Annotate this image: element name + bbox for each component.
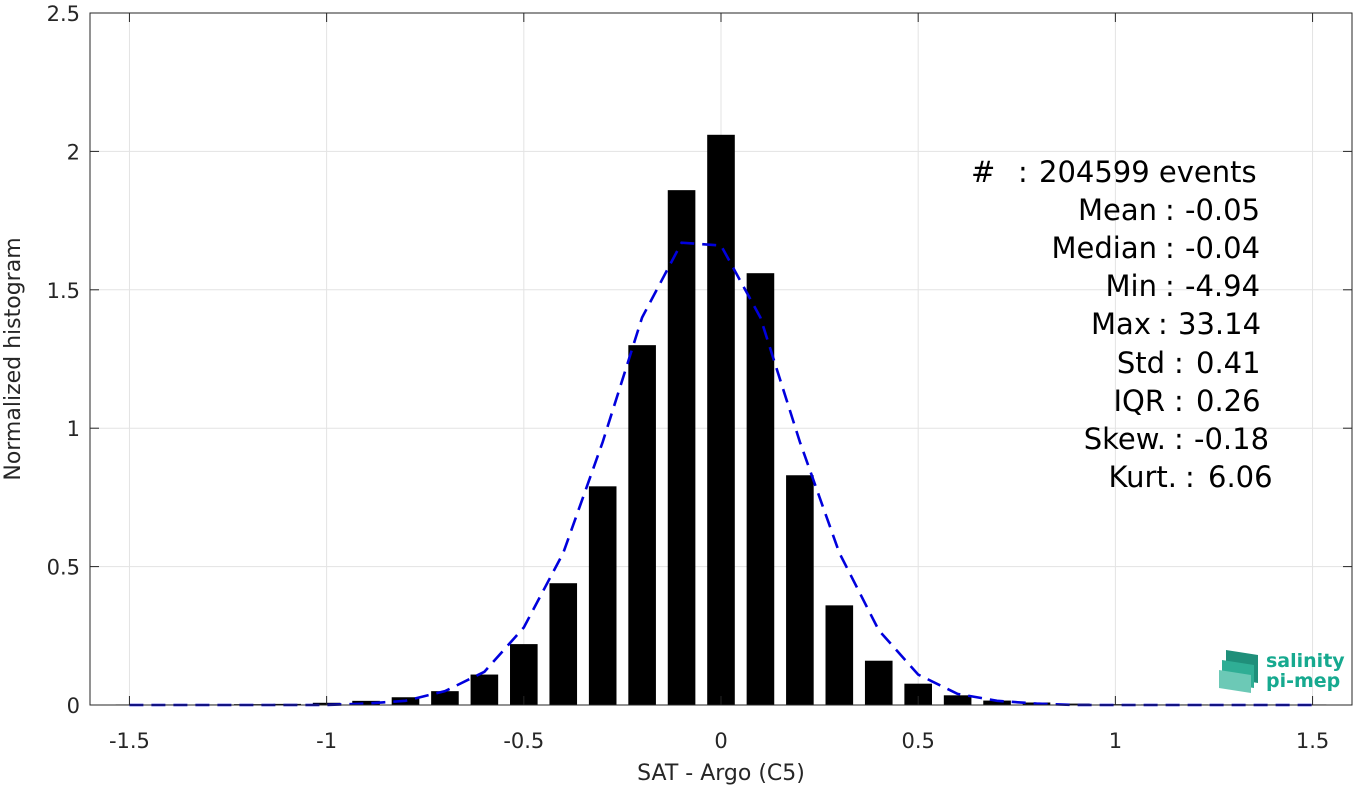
stat-count-value: 204599 events	[1039, 155, 1257, 189]
histogram-bar	[1062, 703, 1090, 705]
stat-std-label: Std	[1117, 346, 1165, 380]
histogram-bar	[667, 190, 696, 706]
y-tick-label: 0.5	[47, 556, 80, 580]
x-axis-ticks: -1.5 -1 -0.5 0 0.5 1 1.5	[109, 13, 1329, 753]
histogram-bar	[588, 486, 617, 705]
histogram-bar	[510, 644, 538, 705]
stat-min-value: -4.94	[1185, 269, 1260, 303]
logo-line-pi-mep: pi-mep	[1266, 670, 1340, 692]
histogram-bar	[904, 683, 932, 705]
histogram-bar	[431, 691, 459, 705]
stat-median-value: -0.04	[1185, 231, 1260, 265]
x-axis-label: SAT - Argo (C5)	[637, 761, 805, 786]
stat-median-label: Median	[1052, 231, 1157, 265]
y-tick-label: 0	[67, 694, 80, 718]
y-tick-label: 2	[67, 140, 80, 164]
stats-box: # : 204599 events Mean : -0.05 Median : …	[971, 155, 1273, 494]
x-tick-label: -1	[316, 729, 337, 753]
stat-mean-label: Mean	[1078, 193, 1157, 227]
histogram-bar	[864, 660, 893, 705]
y-tick-label: 2.5	[47, 2, 80, 26]
x-tick-label: 0.5	[901, 729, 934, 753]
x-tick-label: -0.5	[503, 729, 544, 753]
histogram-bar	[470, 674, 499, 705]
stat-mean-sep: :	[1165, 193, 1175, 227]
stat-count-sep: :	[1018, 155, 1028, 189]
stat-max-label: Max	[1091, 307, 1151, 341]
stat-iqr-sep: :	[1174, 384, 1184, 418]
stat-skew-label: Skew.	[1084, 422, 1166, 456]
y-tick-label: 1	[67, 417, 80, 441]
y-axis-label: Normalized histogram	[1, 237, 26, 480]
x-tick-label: 1.5	[1296, 729, 1329, 753]
histogram-bar	[943, 695, 972, 705]
stat-min-sep: :	[1165, 269, 1175, 303]
histogram-bar	[628, 345, 656, 705]
stat-skew-sep: :	[1174, 422, 1184, 456]
histogram-bar	[707, 134, 735, 706]
stat-count-hash: #	[971, 155, 995, 189]
stat-std-sep: :	[1174, 346, 1184, 380]
stat-max-sep: :	[1158, 307, 1168, 341]
stat-mean-value: -0.05	[1185, 193, 1260, 227]
histogram-bar	[352, 700, 380, 705]
histogram-bar	[786, 475, 814, 705]
stat-min-label: Min	[1106, 269, 1157, 303]
stat-iqr-value: 0.26	[1196, 384, 1261, 418]
salinity-pi-mep-logo: salinity pi-mep	[1219, 650, 1345, 693]
stat-median-sep: :	[1165, 231, 1175, 265]
x-tick-label: 1	[1109, 729, 1122, 753]
x-tick-label: -1.5	[109, 729, 150, 753]
histogram-bar	[549, 583, 578, 705]
stat-skew-value: -0.18	[1194, 422, 1269, 456]
histogram-bar	[983, 700, 1011, 705]
x-tick-label: 0	[714, 729, 727, 753]
histogram-bar	[825, 605, 854, 705]
stat-max-value: 33.14	[1178, 307, 1261, 341]
y-axis-ticks: 0 0.5 1 1.5 2 2.5	[47, 2, 1352, 718]
stat-kurt-label: Kurt.	[1109, 460, 1177, 494]
logo-line-salinity: salinity	[1266, 650, 1345, 672]
histogram-bars	[115, 134, 1327, 706]
y-tick-label: 1.5	[47, 279, 80, 303]
stat-kurt-sep: :	[1185, 460, 1195, 494]
wave-layers-icon	[1219, 650, 1258, 693]
histogram-bar	[746, 273, 775, 705]
stat-kurt-value: 6.06	[1208, 460, 1273, 494]
stat-iqr-label: IQR	[1113, 384, 1165, 418]
stat-std-value: 0.41	[1196, 346, 1261, 380]
